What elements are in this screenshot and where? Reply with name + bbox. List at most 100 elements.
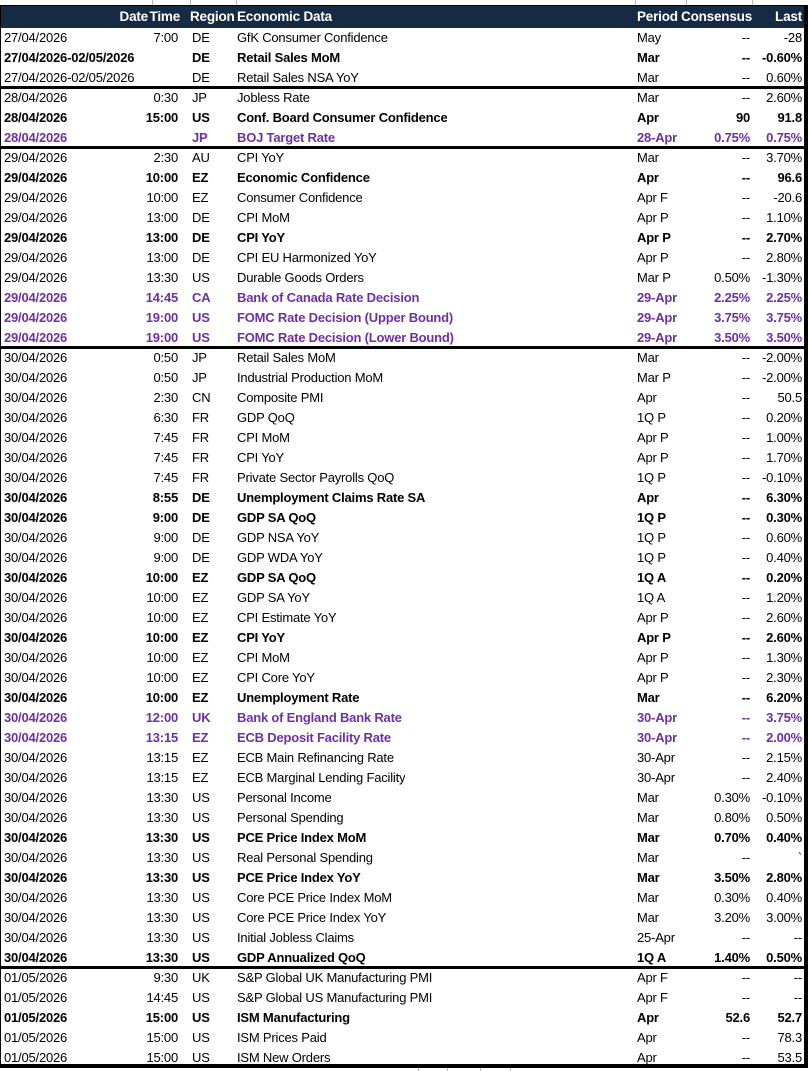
cell-last: 1.20% bbox=[766, 590, 802, 605]
cell-event-name: ISM New Orders bbox=[237, 1050, 331, 1065]
cell-region: US bbox=[192, 930, 210, 945]
cell-region: EZ bbox=[192, 750, 209, 765]
cell-period: 30-Apr bbox=[637, 710, 677, 725]
cell-event-name: GDP WDA YoY bbox=[237, 550, 323, 565]
cell-region: US bbox=[192, 830, 210, 845]
cell-last: -0.10% bbox=[762, 470, 802, 485]
table-row: 30/04/2026 13:30 US Initial Jobless Clai… bbox=[0, 928, 808, 948]
cell-date: 28/04/2026 bbox=[4, 110, 68, 125]
cell-period: 1Q A bbox=[637, 590, 666, 605]
cell-last: 1.10% bbox=[766, 210, 802, 225]
cell-event-name: Core PCE Price Index MoM bbox=[237, 890, 392, 905]
cell-date: 29/04/2026 bbox=[4, 230, 68, 245]
cell-time: 13:30 bbox=[146, 910, 178, 925]
cell-event-name: CPI Core YoY bbox=[237, 670, 315, 685]
cell-date: 30/04/2026 bbox=[4, 710, 68, 725]
cell-event-name: PCE Price Index YoY bbox=[237, 870, 361, 885]
cell-period: 30-Apr bbox=[637, 770, 675, 785]
cell-event-name: ISM Manufacturing bbox=[237, 1010, 350, 1025]
cell-region: JP bbox=[192, 130, 208, 145]
cell-period: 1Q P bbox=[637, 530, 666, 545]
cell-date: 28/04/2026 bbox=[4, 130, 68, 145]
column-header-date: Date bbox=[119, 9, 149, 24]
cell-consensus: -- bbox=[741, 390, 750, 405]
cell-consensus: 3.75% bbox=[714, 310, 750, 325]
cell-date: 30/04/2026 bbox=[4, 670, 68, 685]
cell-date: 29/04/2026 bbox=[4, 290, 68, 305]
cell-region: UK bbox=[192, 970, 210, 985]
cell-event-name: Conf. Board Consumer Confidence bbox=[237, 110, 448, 125]
cell-region: US bbox=[192, 810, 210, 825]
cell-last: 2.60% bbox=[766, 630, 802, 645]
table-row: 27/04/2026 7:00 DE GfK Consumer Confiden… bbox=[0, 28, 808, 48]
cell-date: 01/05/2026 bbox=[4, 1050, 68, 1065]
cell-time: 8:55 bbox=[152, 490, 178, 505]
cell-period: Apr P bbox=[637, 430, 669, 445]
cell-date: 30/04/2026 bbox=[4, 650, 68, 665]
cell-period: Apr P bbox=[637, 670, 669, 685]
cell-consensus: -- bbox=[741, 1030, 750, 1045]
cell-period: Apr P bbox=[637, 610, 669, 625]
table-row: 29/04/2026 13:00 DE CPI MoM Apr P -- 1.1… bbox=[0, 208, 808, 228]
table-row: 27/04/2026-02/05/2026 DE Retail Sales NS… bbox=[0, 68, 808, 88]
cell-time: 13:30 bbox=[146, 790, 178, 805]
cell-region: US bbox=[192, 850, 210, 865]
cell-event-name: Composite PMI bbox=[237, 390, 324, 405]
cell-event-name: CPI YoY bbox=[237, 230, 285, 245]
table-row: 30/04/2026 0:50 JP Retail Sales MoM Mar … bbox=[0, 348, 808, 368]
cell-date: 30/04/2026 bbox=[4, 390, 68, 405]
cell-consensus: -- bbox=[741, 210, 750, 225]
table-row: 30/04/2026 13:30 US PCE Price Index YoY … bbox=[0, 868, 808, 888]
table-row: 01/05/2026 15:00 US ISM Prices Paid Apr … bbox=[0, 1028, 808, 1048]
cell-event-name: CPI YoY bbox=[237, 150, 285, 165]
cell-period: 28-Apr bbox=[637, 130, 677, 145]
cell-date: 29/04/2026 bbox=[4, 150, 68, 165]
cell-region: US bbox=[192, 790, 210, 805]
cell-region: US bbox=[192, 270, 210, 285]
cell-region: AU bbox=[192, 150, 210, 165]
table-row: 28/04/2026 0:30 JP Jobless Rate Mar -- 2… bbox=[0, 88, 808, 108]
table-row: 30/04/2026 0:50 JP Industrial Production… bbox=[0, 368, 808, 388]
cell-consensus: -- bbox=[741, 470, 750, 485]
cell-period: Apr bbox=[637, 1010, 659, 1025]
table-row: 30/04/2026 10:00 EZ CPI YoY Apr P -- 2.6… bbox=[0, 628, 808, 648]
cell-period: Mar bbox=[637, 830, 660, 845]
cell-consensus: -- bbox=[741, 90, 750, 105]
cell-event-name: Private Sector Payrolls QoQ bbox=[237, 470, 395, 485]
cell-event-name: CPI MoM bbox=[237, 430, 290, 445]
cell-last: 2.15% bbox=[766, 750, 802, 765]
table-left-border bbox=[0, 5, 1, 1068]
table-row: 30/04/2026 13:15 EZ ECB Main Refinancing… bbox=[0, 748, 808, 768]
cell-last: 0.60% bbox=[766, 70, 802, 85]
cell-period: Mar bbox=[637, 790, 659, 805]
cell-last: 0.50% bbox=[766, 950, 802, 965]
cell-consensus: 2.25% bbox=[714, 290, 750, 305]
cell-consensus: -- bbox=[741, 550, 750, 565]
cell-region: FR bbox=[192, 450, 209, 465]
table-row: 30/04/2026 13:30 US Personal Income Mar … bbox=[0, 788, 808, 808]
column-header-consensus: Consensus bbox=[681, 9, 752, 24]
cell-last: 2.80% bbox=[766, 870, 802, 885]
cell-region: DE bbox=[192, 50, 210, 65]
table-body: 27/04/2026 7:00 DE GfK Consumer Confiden… bbox=[0, 28, 808, 1068]
cell-date: 30/04/2026 bbox=[4, 810, 68, 825]
cell-date: 29/04/2026 bbox=[4, 210, 68, 225]
cell-time: 7:00 bbox=[153, 30, 178, 45]
cell-period: Mar bbox=[637, 810, 659, 825]
cell-date: 30/04/2026 bbox=[4, 690, 68, 705]
cell-region: US bbox=[192, 890, 210, 905]
cell-period: Mar bbox=[637, 50, 660, 65]
table-bottom-border bbox=[0, 1064, 808, 1068]
cell-last: 0.20% bbox=[766, 570, 802, 585]
cell-time: 9:30 bbox=[153, 970, 178, 985]
cell-event-name: CPI Estimate YoY bbox=[237, 610, 337, 625]
table-row: 01/05/2026 14:45 US S&P Global US Manufa… bbox=[0, 988, 808, 1008]
cell-event-name: ECB Marginal Lending Facility bbox=[237, 770, 406, 785]
cell-region: US bbox=[192, 310, 210, 325]
table-row: 30/04/2026 13:30 US Core PCE Price Index… bbox=[0, 908, 808, 928]
cell-period: 29-Apr bbox=[637, 330, 677, 345]
cell-date: 30/04/2026 bbox=[4, 470, 68, 485]
cell-last: 0.75% bbox=[766, 130, 802, 145]
cell-period: Apr P bbox=[637, 630, 671, 645]
cell-consensus: -- bbox=[741, 490, 750, 505]
